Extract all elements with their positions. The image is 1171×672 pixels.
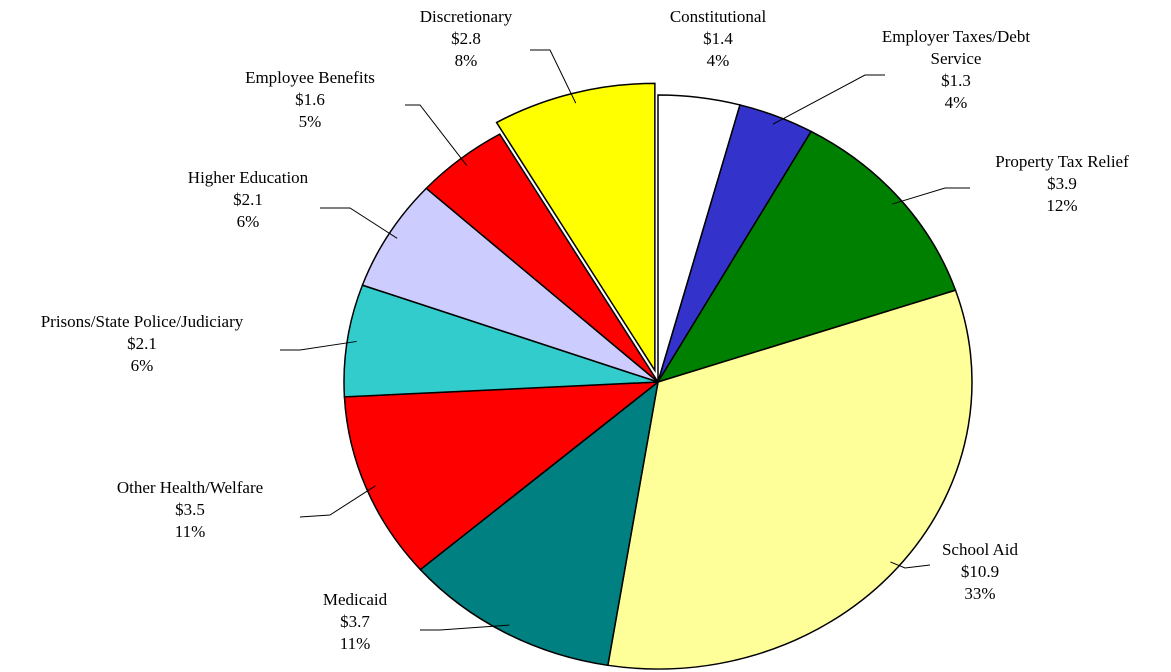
leader-line xyxy=(320,207,398,239)
leader-line xyxy=(890,561,931,569)
pie-slice xyxy=(495,82,656,373)
slice-percent: 5% xyxy=(298,112,322,131)
slice-label: Other Health/Welfare $3.5 11% xyxy=(80,477,300,543)
slice-name: Prisons/State Police/Judiciary xyxy=(40,312,244,331)
slice-name: Employer Taxes/Debt Service xyxy=(881,27,1031,68)
slice-value: $1.4 xyxy=(703,29,733,48)
slice-value: $1.3 xyxy=(941,71,971,90)
leader-line xyxy=(772,74,885,125)
slice-name: Property Tax Relief xyxy=(995,152,1129,171)
pie-slice xyxy=(343,381,661,571)
slice-value: $2.1 xyxy=(127,334,157,353)
leader-line xyxy=(299,485,376,518)
slice-percent: 4% xyxy=(706,51,730,70)
slice-name: Higher Education xyxy=(187,168,309,187)
pie-slice xyxy=(425,133,659,383)
slice-name: Medicaid xyxy=(322,590,388,609)
slice-value: $1.6 xyxy=(295,90,325,109)
slice-label: Property Tax Relief $3.9 12% xyxy=(972,151,1152,217)
pie-slice xyxy=(343,284,659,398)
slice-percent: 12% xyxy=(1046,196,1078,215)
slice-name: Employee Benefits xyxy=(245,68,375,87)
slice-percent: 8% xyxy=(454,51,478,70)
leader-line xyxy=(530,49,577,104)
leader-line xyxy=(280,340,357,351)
slice-name: Constitutional xyxy=(669,7,767,26)
slice-label: Higher Education $2.1 6% xyxy=(158,167,338,233)
slice-value: $10.9 xyxy=(960,562,1000,581)
slice-label: School Aid $10.9 33% xyxy=(890,539,1070,605)
slice-percent: 4% xyxy=(944,93,968,112)
slice-label: Employer Taxes/Debt Service $1.3 4% xyxy=(870,26,1042,114)
slice-value: $2.1 xyxy=(233,190,263,209)
slice-name: School Aid xyxy=(941,540,1019,559)
slice-value: $3.7 xyxy=(340,612,370,631)
leader-line xyxy=(892,187,970,205)
pie-slice xyxy=(656,130,957,384)
slice-value: $3.5 xyxy=(175,500,205,519)
slice-label: Employee Benefits $1.6 5% xyxy=(210,67,410,133)
slice-name: Discretionary xyxy=(419,7,513,26)
slice-label: Constitutional $1.4 4% xyxy=(628,6,808,72)
slice-label: Discretionary $2.8 8% xyxy=(376,6,556,72)
pie-slice xyxy=(419,380,660,667)
leader-line xyxy=(420,624,510,631)
slice-percent: 11% xyxy=(339,634,371,653)
pie-slice xyxy=(361,187,659,383)
slice-percent: 11% xyxy=(174,522,206,541)
slice-value: $3.9 xyxy=(1047,174,1077,193)
slice-value: $2.8 xyxy=(451,29,481,48)
slice-percent: 6% xyxy=(130,356,154,375)
slice-label: Prisons/State Police/Judiciary $2.1 6% xyxy=(2,311,282,377)
pie-slice xyxy=(606,289,973,670)
slice-percent: 33% xyxy=(964,584,996,603)
slice-label: Medicaid $3.7 11% xyxy=(265,589,445,655)
leader-line xyxy=(405,104,468,166)
slice-name: Other Health/Welfare xyxy=(116,478,264,497)
slice-percent: 6% xyxy=(236,212,260,231)
